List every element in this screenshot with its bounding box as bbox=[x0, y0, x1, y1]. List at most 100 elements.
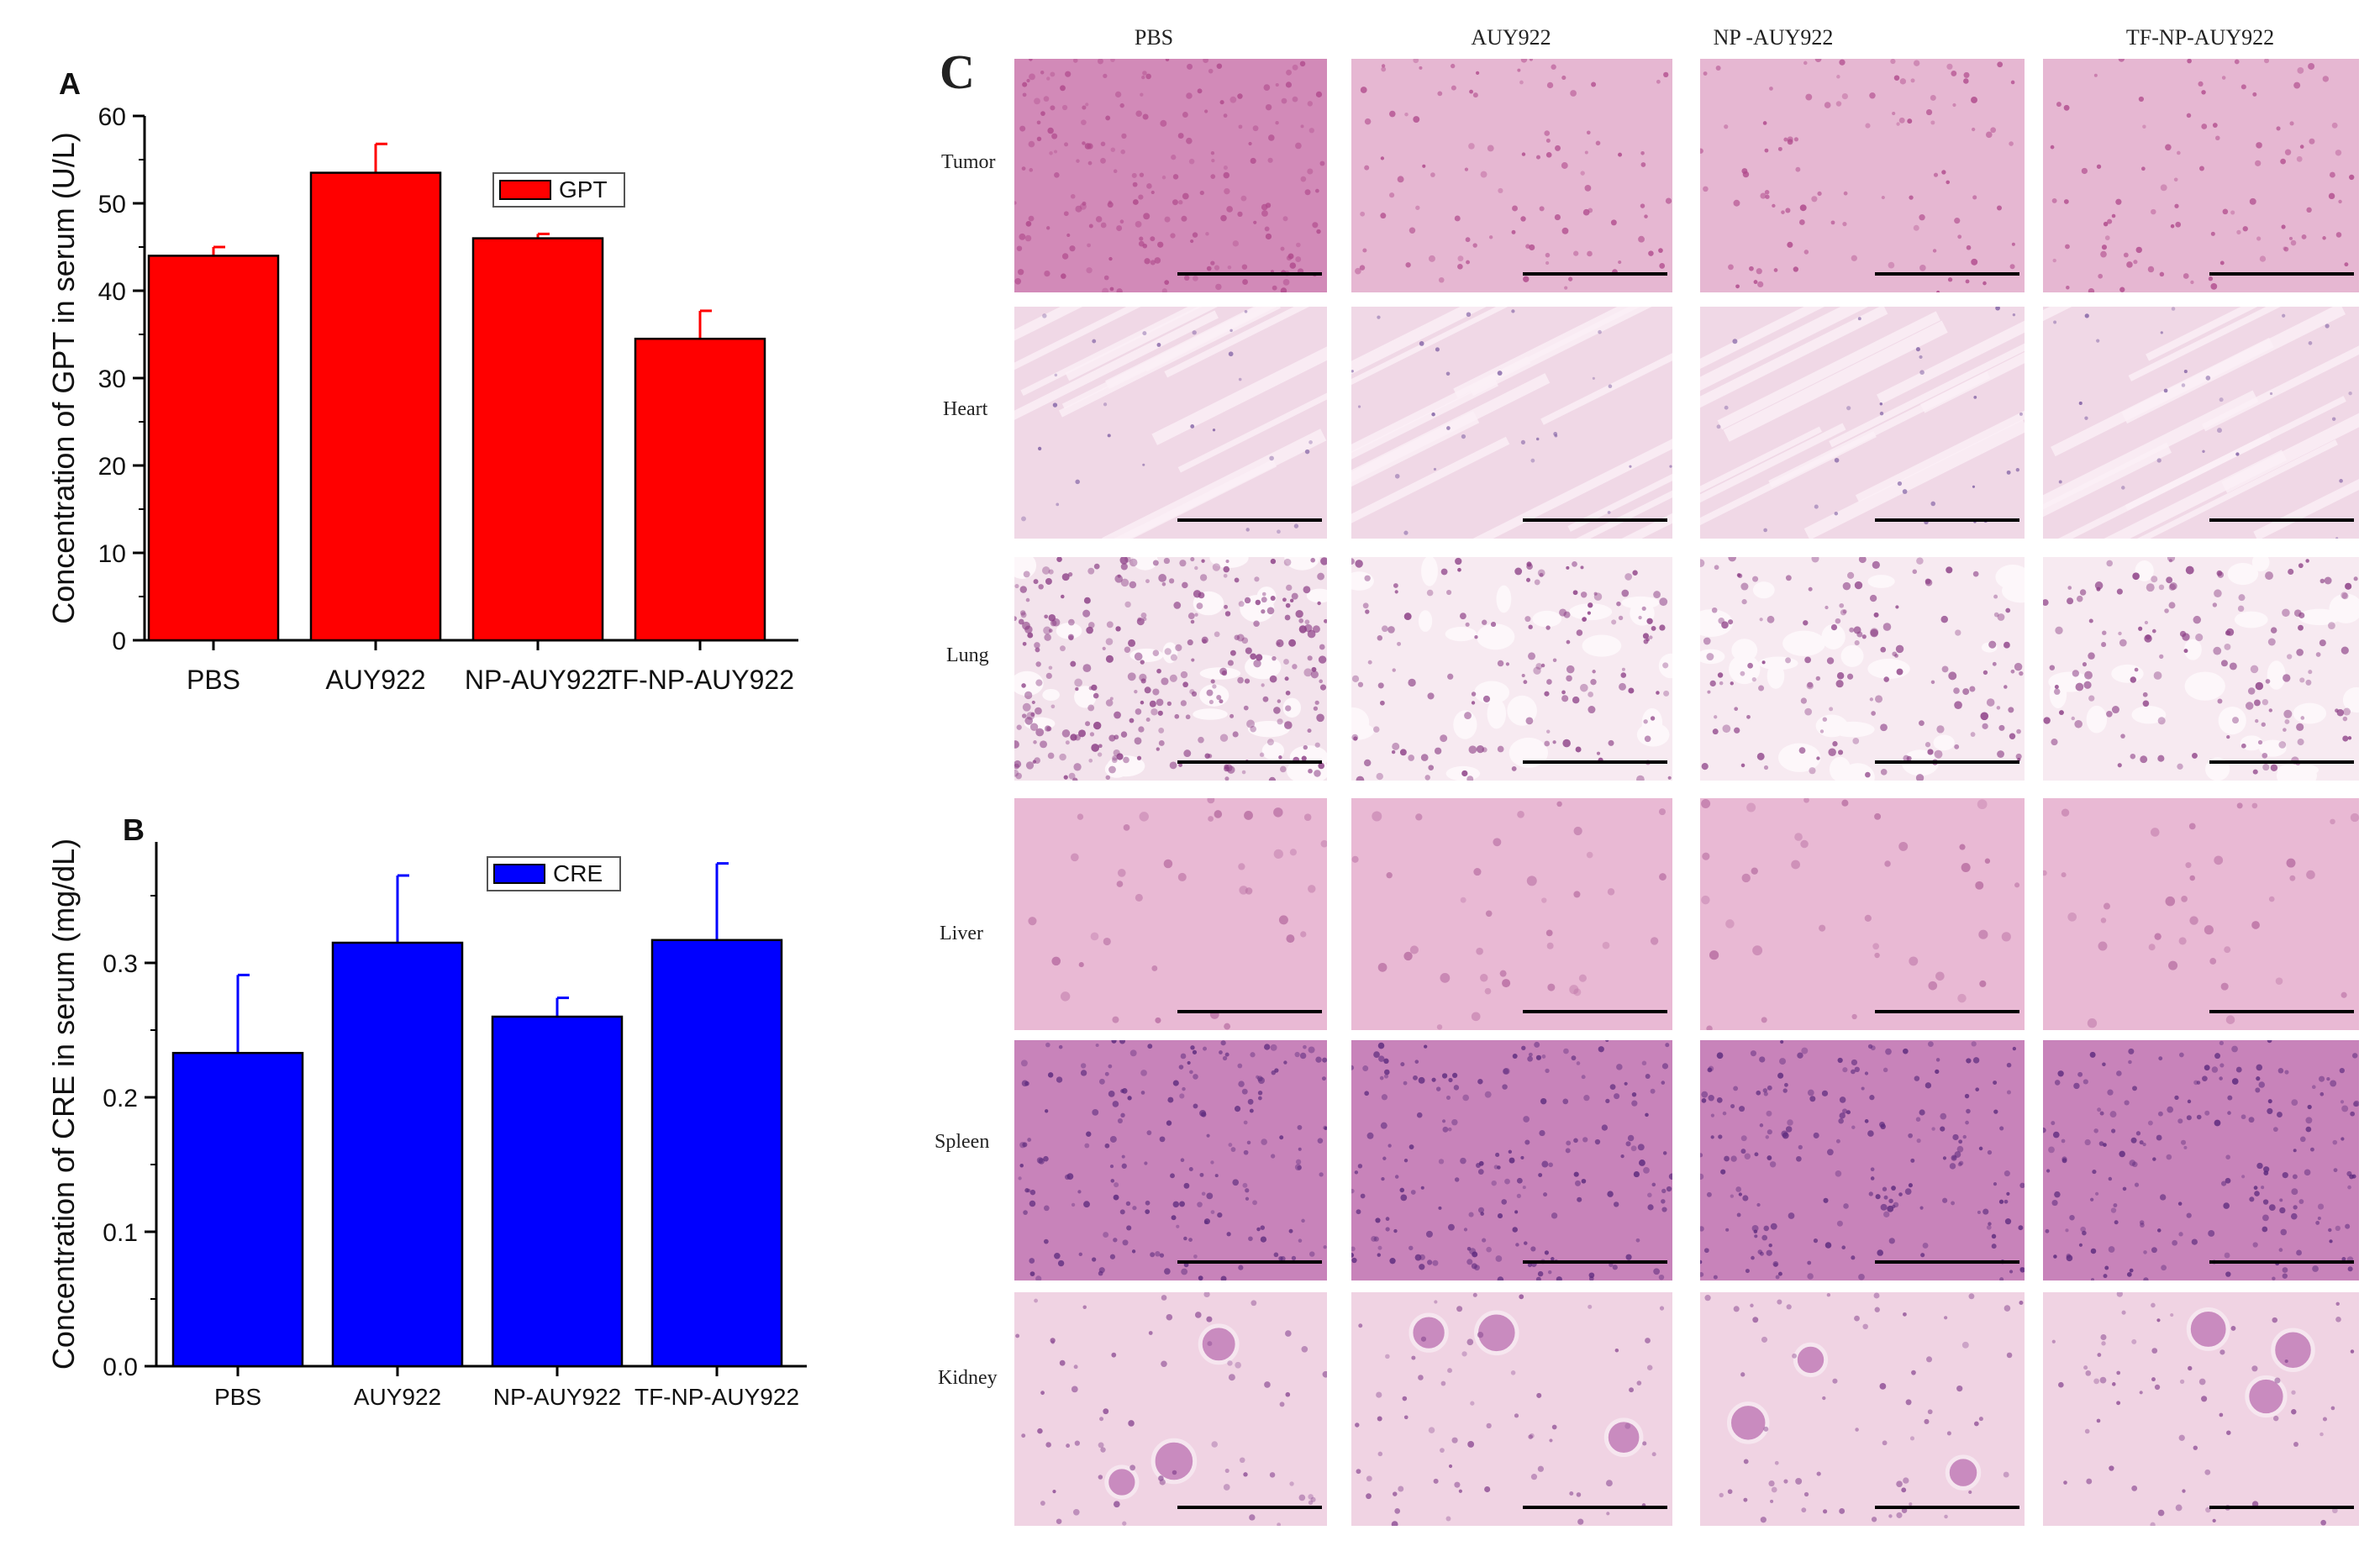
nucleus bbox=[1151, 708, 1158, 716]
nucleus bbox=[1380, 700, 1385, 706]
nucleus bbox=[1982, 281, 1987, 286]
nucleus bbox=[1482, 1238, 1487, 1243]
nucleus bbox=[1762, 1088, 1768, 1093]
nucleus bbox=[2056, 102, 2061, 108]
nucleus bbox=[1120, 578, 1129, 587]
nucleus bbox=[1769, 87, 1773, 91]
nucleus bbox=[1021, 1080, 1029, 1087]
nucleus bbox=[1973, 395, 1977, 399]
nucleus bbox=[1561, 75, 1566, 81]
nucleus bbox=[1472, 1292, 1477, 1297]
nucleus bbox=[1126, 1225, 1132, 1231]
nucleus bbox=[1661, 1188, 1667, 1194]
alveolus bbox=[1569, 603, 1613, 621]
nucleus bbox=[1821, 1090, 1829, 1096]
nucleus bbox=[1768, 1243, 1772, 1248]
nucleus bbox=[1270, 1044, 1277, 1051]
nucleus bbox=[1102, 646, 1106, 650]
nucleus bbox=[1351, 1257, 1357, 1264]
nucleus bbox=[1179, 1201, 1186, 1207]
alveolus bbox=[1014, 670, 1044, 697]
nucleus bbox=[1197, 1202, 1203, 1207]
nucleus bbox=[1037, 1428, 1043, 1434]
nucleus bbox=[2100, 250, 2107, 258]
nucleus bbox=[1701, 798, 1711, 808]
nucleus bbox=[2049, 665, 2056, 670]
nucleus bbox=[1592, 376, 1595, 380]
nucleus bbox=[2053, 320, 2057, 324]
nucleus bbox=[1092, 1108, 1099, 1116]
alveolus bbox=[2234, 611, 2268, 628]
nucleus bbox=[2328, 622, 2335, 629]
alveolus bbox=[1758, 656, 1798, 670]
nucleus bbox=[1536, 1392, 1542, 1398]
column-header: AUY922 bbox=[1471, 25, 1551, 50]
nucleus bbox=[1740, 763, 1746, 768]
nucleus bbox=[1537, 1270, 1544, 1277]
nucleus bbox=[1085, 721, 1091, 727]
nucleus bbox=[1908, 1183, 1913, 1188]
nucleus bbox=[1457, 263, 1463, 270]
nucleus bbox=[1803, 1491, 1809, 1497]
nucleus bbox=[1205, 232, 1209, 236]
nucleus bbox=[1256, 654, 1263, 661]
nucleus bbox=[2009, 733, 2016, 739]
nucleus bbox=[1605, 1480, 1613, 1487]
nucleus bbox=[1814, 504, 1819, 509]
nucleus bbox=[1239, 1457, 1245, 1464]
nucleus bbox=[1607, 888, 1615, 896]
nucleus bbox=[2267, 638, 2276, 646]
nucleus bbox=[1700, 559, 1705, 568]
nucleus bbox=[1581, 1178, 1587, 1184]
glomerulus bbox=[1198, 1323, 1240, 1365]
nucleus bbox=[1551, 64, 1556, 70]
nucleus bbox=[2186, 1212, 2192, 1218]
nucleus bbox=[1249, 1514, 1256, 1521]
nucleus bbox=[1376, 1391, 1382, 1398]
nucleus bbox=[1587, 611, 1591, 615]
nucleus bbox=[1285, 602, 1291, 608]
histology-image-tumor bbox=[1014, 59, 1327, 292]
nucleus bbox=[2156, 1134, 2162, 1141]
nucleus bbox=[1029, 59, 1033, 61]
y-tick-label: 0.0 bbox=[103, 1354, 138, 1381]
nucleus bbox=[1135, 110, 1142, 118]
nucleus bbox=[1045, 1442, 1051, 1448]
nucleus bbox=[1651, 625, 1656, 631]
nucleus bbox=[2310, 1147, 2314, 1152]
nucleus bbox=[1104, 1143, 1110, 1149]
nucleus bbox=[1304, 189, 1311, 196]
nucleus bbox=[2103, 902, 2110, 910]
nucleus bbox=[1122, 1239, 1129, 1246]
nucleus bbox=[1441, 1119, 1446, 1123]
nucleus bbox=[2088, 618, 2093, 623]
nucleus bbox=[1301, 1218, 1305, 1223]
nucleus bbox=[1029, 168, 1034, 172]
scale-bar bbox=[1875, 1010, 2019, 1013]
nucleus bbox=[1457, 255, 1464, 262]
nucleus bbox=[1730, 1155, 1737, 1162]
nucleus bbox=[1114, 734, 1119, 740]
nucleus bbox=[2256, 236, 2262, 241]
tissue-texture bbox=[1018, 1040, 1327, 1280]
nucleus bbox=[1413, 59, 1419, 64]
nucleus bbox=[1819, 729, 1824, 734]
nucleus bbox=[1087, 567, 1095, 575]
nucleus bbox=[1161, 582, 1166, 586]
nucleus bbox=[1930, 501, 1936, 507]
muscle-fiber bbox=[1621, 513, 1672, 539]
nucleus bbox=[2272, 1317, 2278, 1323]
nucleus bbox=[1999, 1277, 2004, 1280]
nucleus bbox=[2150, 1522, 2156, 1526]
nucleus bbox=[2065, 1228, 2069, 1233]
nucleus bbox=[2099, 1111, 2104, 1116]
nucleus bbox=[1015, 772, 1022, 780]
histology-image-lung bbox=[1014, 557, 1327, 781]
nucleus bbox=[2151, 1348, 2158, 1354]
nucleus bbox=[1314, 188, 1319, 193]
nucleus bbox=[1756, 1090, 1761, 1096]
nucleus bbox=[1523, 1116, 1530, 1123]
nucleus bbox=[2103, 221, 2109, 227]
nucleus bbox=[2305, 1126, 2312, 1133]
nucleus bbox=[1021, 516, 1026, 522]
